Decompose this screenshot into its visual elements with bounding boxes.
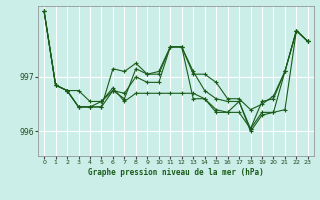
X-axis label: Graphe pression niveau de la mer (hPa): Graphe pression niveau de la mer (hPa): [88, 168, 264, 177]
